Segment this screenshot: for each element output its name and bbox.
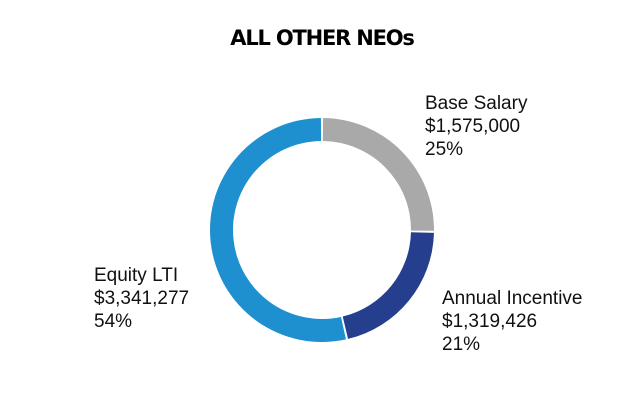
base-salary-name: Base Salary (425, 93, 528, 114)
slice-annual-incentive (342, 232, 434, 339)
equity-lti-percent: 54% (94, 311, 133, 332)
legend-annual-incentive: Annual Incentive $1,319,426 21% (442, 287, 583, 356)
annual-incentive-value: $1,319,426 (442, 311, 538, 332)
slice-equity-lti (209, 118, 346, 343)
legend-base-salary: Base Salary $1,575,000 25% (425, 92, 527, 161)
annual-incentive-name: Annual Incentive (442, 288, 583, 309)
chart-title: ALL OTHER NEOs (230, 26, 415, 50)
annual-incentive-percent: 21% (442, 334, 481, 355)
slice-base-salary (322, 118, 434, 231)
base-salary-percent: 25% (425, 139, 464, 160)
equity-lti-value: $3,341,277 (94, 288, 190, 309)
base-salary-value: $1,575,000 (425, 116, 521, 137)
legend-equity-lti: Equity LTI $3,341,277 54% (94, 264, 189, 333)
equity-lti-name: Equity LTI (94, 265, 179, 286)
